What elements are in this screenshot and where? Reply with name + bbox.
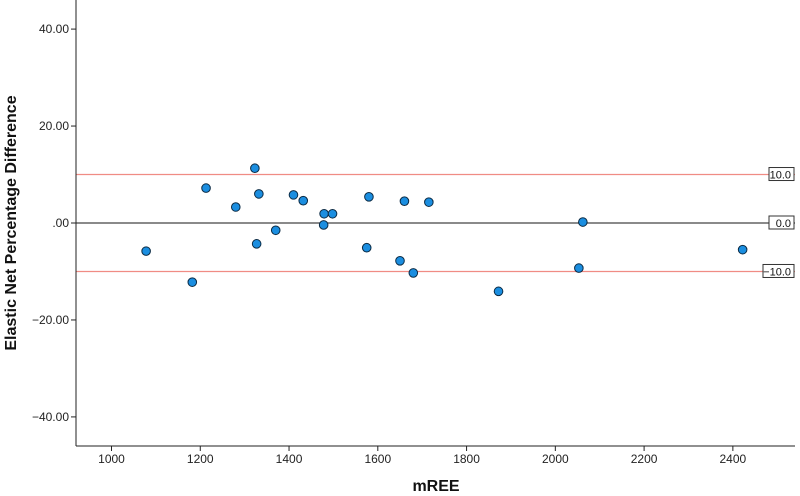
reference-label-box xyxy=(762,263,795,278)
data-points xyxy=(141,163,748,297)
y-tick-label: 20.00 xyxy=(39,119,69,133)
data-point xyxy=(424,197,434,207)
x-tick-label: 2000 xyxy=(542,452,569,466)
data-point xyxy=(578,217,588,227)
data-point xyxy=(318,220,329,230)
x-tick-label: 1600 xyxy=(364,452,391,466)
data-point xyxy=(493,286,504,297)
reference-lines: 10.0 0.0 −10.0 xyxy=(76,167,795,278)
data-point xyxy=(319,208,329,219)
reference-line-label: 10.0 xyxy=(770,170,791,182)
x-axis-title: mREE xyxy=(412,478,459,495)
data-point xyxy=(395,256,405,266)
axes: 1000 1200 1400 1600 1800 2000 2200 2400 40.00 20.… xyxy=(32,0,795,466)
x-tick-label: 1800 xyxy=(453,452,480,466)
data-point xyxy=(574,263,584,273)
data-point xyxy=(737,244,748,255)
x-tick-label: 2200 xyxy=(631,452,658,466)
data-point xyxy=(254,189,264,199)
data-point xyxy=(399,196,410,206)
data-point xyxy=(187,277,198,287)
data-point xyxy=(364,192,374,202)
y-tick-label: 40.00 xyxy=(39,22,69,36)
x-tick-label: 2400 xyxy=(720,452,747,466)
y-tick-label: −20.00 xyxy=(32,313,69,327)
data-point xyxy=(230,202,241,212)
reference-label-box xyxy=(768,215,795,230)
data-point xyxy=(141,246,151,256)
x-tick-label: 1000 xyxy=(98,452,125,466)
data-point xyxy=(298,195,309,206)
data-point xyxy=(361,242,372,253)
data-point xyxy=(251,239,262,249)
data-point xyxy=(201,183,211,193)
y-axis-title: Elastic Net Percentage Difference xyxy=(3,95,20,350)
y-tick-label: .00 xyxy=(52,216,69,230)
data-point xyxy=(270,225,281,236)
data-point xyxy=(288,190,299,200)
data-point xyxy=(408,268,419,278)
data-point xyxy=(250,163,260,174)
x-tick-label: 1400 xyxy=(276,452,303,466)
reference-label-box xyxy=(768,167,795,182)
reference-line-label: −10.0 xyxy=(763,266,791,278)
data-point xyxy=(327,208,338,219)
x-tick-label: 1200 xyxy=(187,452,214,466)
y-tick-label: −40.00 xyxy=(32,410,69,424)
reference-line-label: 0.0 xyxy=(776,218,791,230)
